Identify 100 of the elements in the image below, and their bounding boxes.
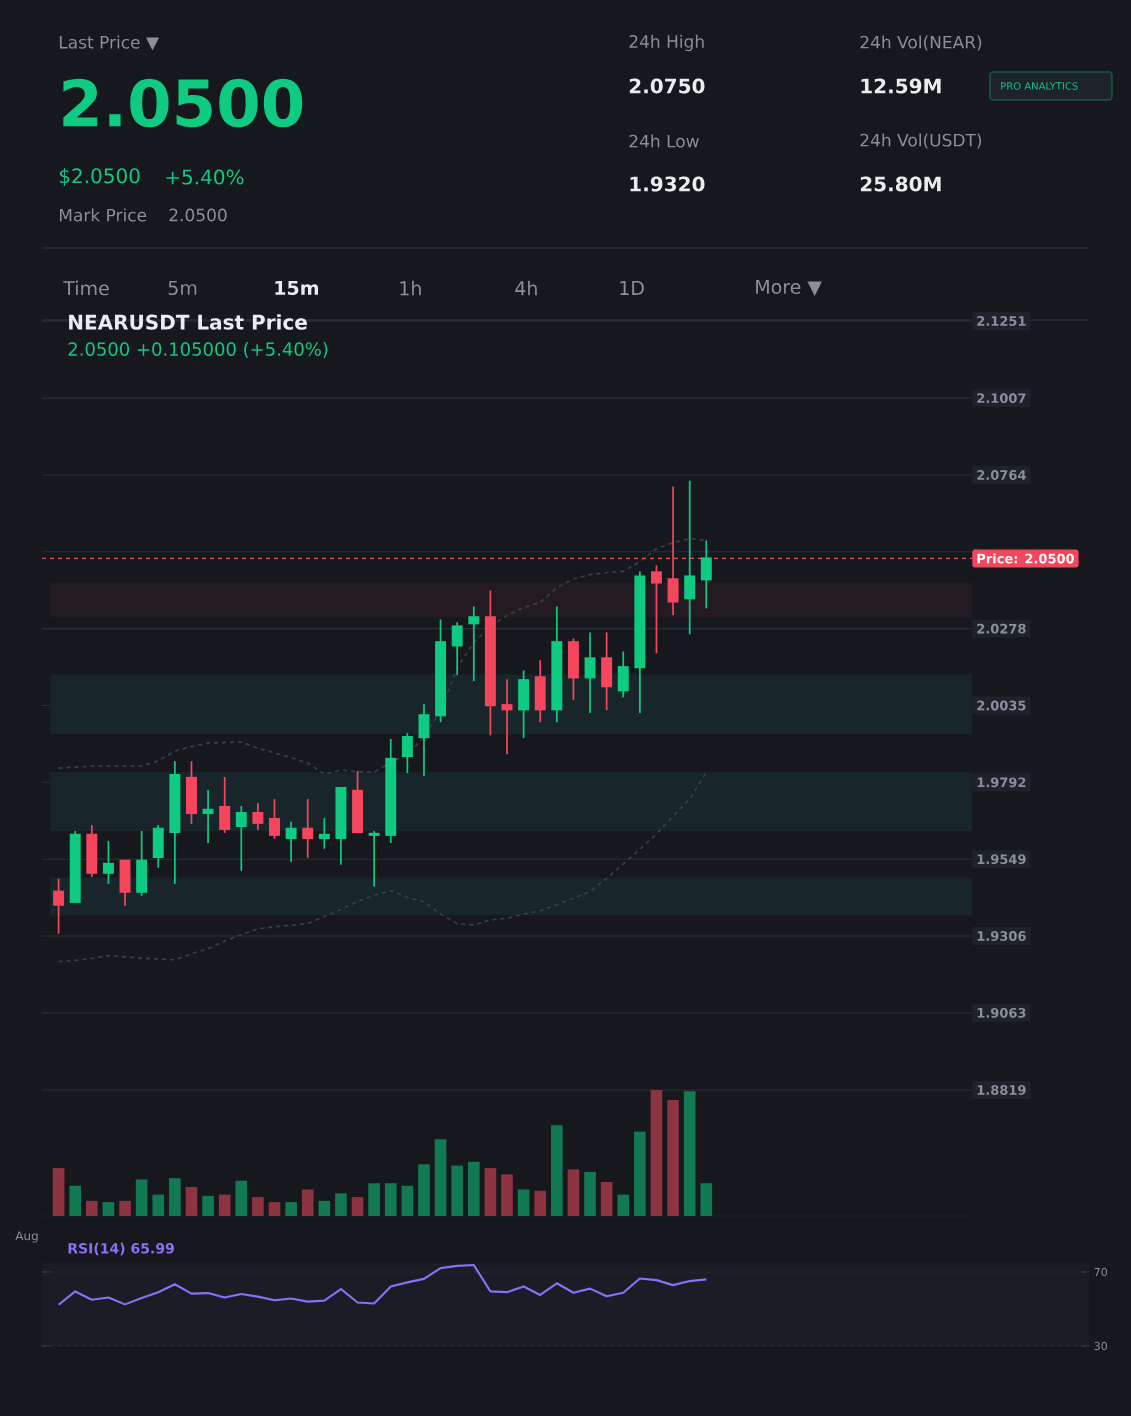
candlestick (684, 479, 696, 636)
text: 24h Low (629, 134, 699, 148)
candlestick (335, 786, 347, 866)
bar (335, 1193, 347, 1216)
chart-title: RSI(14) 65.99 (68, 1242, 174, 1256)
bar (69, 1185, 82, 1216)
bar (218, 1194, 231, 1216)
text: More ▼ (756, 279, 822, 297)
y-tick-label: 2.1007 (977, 393, 1026, 404)
text: 24h Vol(USDT) (860, 133, 982, 149)
bar (268, 1202, 281, 1216)
text: Aug (15, 1231, 38, 1243)
candlestick (418, 703, 430, 777)
text: 1h (400, 280, 421, 296)
bar (185, 1187, 198, 1216)
bar (384, 1183, 397, 1216)
candlestick (617, 650, 629, 699)
bar (650, 1090, 663, 1216)
candlestick (518, 669, 530, 739)
bar (152, 1194, 165, 1216)
candlestick (435, 618, 447, 724)
text: 2.0500 (63, 78, 303, 128)
bar (484, 1168, 497, 1216)
bar (634, 1131, 646, 1216)
line-series (57, 771, 708, 963)
bar (584, 1171, 596, 1216)
y-tick-label: 1.8819 (977, 1085, 1026, 1095)
text: Time (63, 280, 109, 296)
bar (434, 1139, 447, 1216)
bar (119, 1200, 131, 1216)
candlestick (601, 631, 613, 712)
candlestick (567, 637, 579, 701)
candlestick (269, 798, 280, 840)
y-tick-label: 1.9792 (977, 777, 1026, 788)
line-series (57, 1263, 708, 1306)
bar (517, 1189, 530, 1216)
candlestick (185, 760, 197, 825)
bar (401, 1185, 414, 1216)
bar (551, 1125, 563, 1216)
bar (368, 1183, 380, 1216)
candlestick (53, 877, 65, 935)
text: $2.0500 (59, 167, 140, 187)
text: PRO ANALYTICS (1001, 82, 1078, 90)
candlestick (119, 858, 131, 907)
bar (52, 1168, 65, 1216)
candlestick (152, 824, 164, 869)
candlestick (169, 760, 181, 885)
candlestick (700, 539, 712, 610)
candlestick (484, 589, 496, 737)
bar (102, 1202, 115, 1216)
bar (467, 1161, 480, 1216)
candlestick (219, 776, 231, 834)
bar (567, 1169, 580, 1216)
bar (451, 1165, 463, 1216)
y-tick-label: 70 (1094, 1267, 1107, 1277)
text: 2.0500 +0.105000 (+5.40%) (68, 341, 328, 359)
bar (285, 1202, 297, 1216)
candlestick (584, 631, 596, 714)
y-tick-label: 2.0278 (977, 623, 1026, 634)
y-tick-label: 2.0035 (977, 700, 1026, 711)
candlestick (368, 830, 380, 888)
y-tick-label: 30 (1094, 1341, 1107, 1351)
y-tick-label: 1.9063 (977, 1007, 1026, 1018)
bar (86, 1200, 98, 1216)
y-tick-label: 2.1251 (977, 316, 1026, 326)
text: 25.80M (860, 176, 941, 192)
chart-title: NEARUSDT Last Price (69, 314, 307, 330)
candlestick (86, 824, 98, 878)
candlestick (385, 738, 397, 844)
bar (683, 1091, 696, 1216)
y-tick-label: 1.9306 (977, 931, 1026, 941)
candlestick (136, 830, 148, 897)
candlestick (202, 789, 214, 844)
bar (534, 1190, 547, 1216)
bar (202, 1195, 214, 1216)
candlestick (352, 770, 364, 834)
candlestick (318, 817, 330, 850)
text: 5m (168, 280, 197, 296)
text: 15m (275, 280, 319, 296)
candlestick (235, 805, 247, 872)
candlestick (634, 570, 646, 714)
text: 4h (515, 280, 537, 296)
y-tick-label: 2.0764 (977, 470, 1026, 480)
bar (600, 1181, 613, 1216)
candlestick (302, 798, 314, 859)
candlestick (551, 605, 563, 724)
text: 12.59M (861, 78, 941, 94)
text: 2.0500 (169, 208, 227, 222)
ref-line-label: Price: 2.0500 (977, 553, 1074, 564)
candlestick (534, 659, 546, 724)
bar (135, 1179, 148, 1216)
bar (252, 1197, 264, 1216)
candlestick (650, 564, 662, 655)
bar (667, 1100, 679, 1216)
text: 1D (620, 281, 644, 295)
bar (318, 1200, 331, 1216)
candlestick (468, 605, 480, 683)
bar (235, 1180, 248, 1216)
text: 1.9320 (630, 176, 705, 192)
text: Mark Price (59, 208, 147, 222)
